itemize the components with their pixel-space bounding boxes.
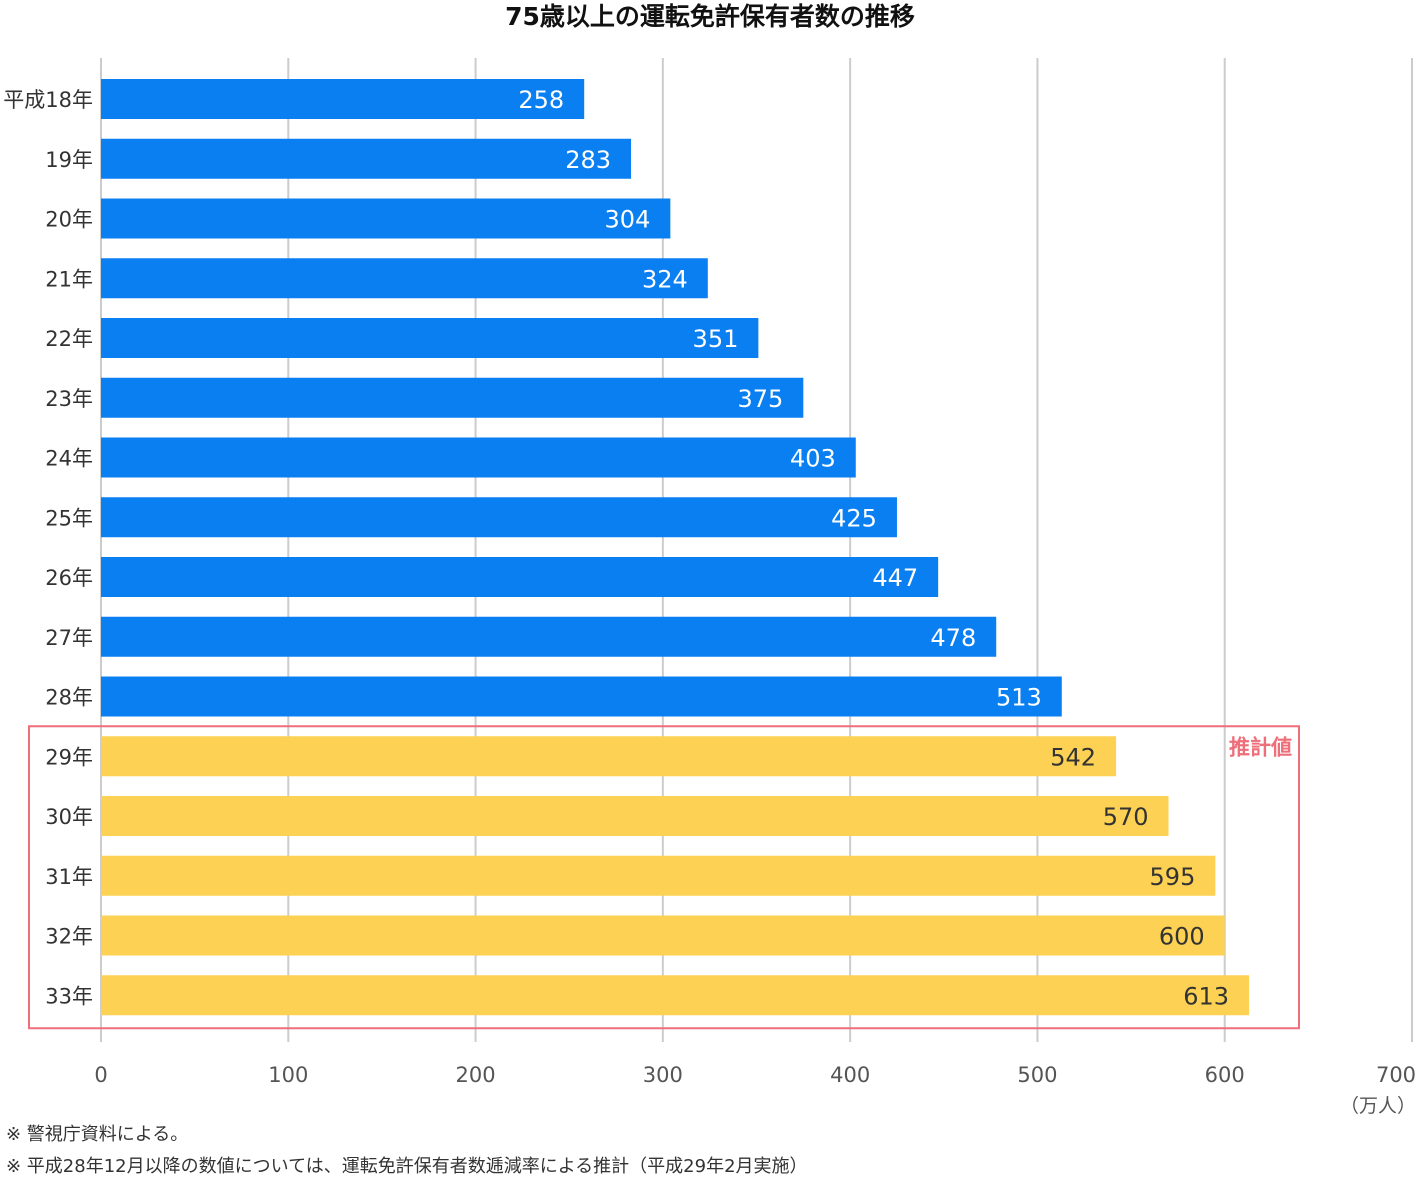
bar-estimate xyxy=(101,855,1216,896)
chart-title: 75歳以上の運転免許保有者数の推移 xyxy=(505,2,915,31)
category-label: 23年 xyxy=(45,387,93,411)
bar-value-label: 304 xyxy=(605,206,651,234)
x-tick-label: 600 xyxy=(1205,1063,1245,1087)
category-label: 20年 xyxy=(45,208,93,232)
x-tick-label: 300 xyxy=(643,1063,683,1087)
category-label: 30年 xyxy=(45,805,93,829)
category-labels: 平成18年 19年 20年 21年 22年 23年 24年 25年 26年 27年 28年 29年 30… xyxy=(3,88,93,1008)
bar-actual xyxy=(101,138,632,179)
bar-actual xyxy=(101,497,897,538)
bar-actual xyxy=(101,377,804,418)
footnote-source: ※ 警視庁資料による。 xyxy=(6,1124,189,1145)
bars: 258 283 304 324 351 375 403 425 447 478 513 542 570 5… xyxy=(101,79,1250,1016)
category-label: 24年 xyxy=(45,447,93,471)
bar-value-label: 403 xyxy=(790,445,836,473)
category-label: 22年 xyxy=(45,327,93,351)
category-label: 27年 xyxy=(45,626,93,650)
category-label: 26年 xyxy=(45,566,93,590)
bar-actual xyxy=(101,258,708,299)
bar-value-label: 283 xyxy=(565,146,611,174)
x-tick-label: 0 xyxy=(94,1063,107,1087)
bar-actual xyxy=(101,676,1062,717)
x-tick-label: 700 xyxy=(1376,1063,1416,1087)
bar-estimate xyxy=(101,736,1117,777)
x-tick-labels: 0 100 200 300 400 500 600 700 xyxy=(94,1063,1416,1087)
category-label: 21年 xyxy=(45,267,93,291)
bar-actual xyxy=(101,318,759,358)
bar-value-label: 613 xyxy=(1183,982,1229,1010)
bar-actual xyxy=(101,79,585,119)
bar-value-label: 324 xyxy=(642,265,688,293)
bar-value-label: 447 xyxy=(872,564,918,592)
bar-actual xyxy=(101,198,671,239)
estimate-box xyxy=(28,725,1300,1030)
unit-label: （万人） xyxy=(1340,1095,1416,1117)
category-label: 32年 xyxy=(45,925,93,949)
category-label: 33年 xyxy=(45,984,93,1008)
bar-value-label: 595 xyxy=(1150,863,1196,891)
bar-actual xyxy=(101,437,856,478)
x-tick-label: 400 xyxy=(830,1063,870,1087)
x-tick-label: 500 xyxy=(1017,1063,1057,1087)
bar-estimate xyxy=(101,915,1225,956)
bar-actual xyxy=(101,616,997,657)
category-label: 28年 xyxy=(45,686,93,710)
category-label: 31年 xyxy=(45,865,93,889)
bar-value-label: 258 xyxy=(518,86,564,114)
bar-value-label: 600 xyxy=(1159,923,1205,951)
x-tick-label: 200 xyxy=(456,1063,496,1087)
bar-value-label: 351 xyxy=(693,325,739,353)
footnote-estimate: ※ 平成28年12月以降の数値については、運転免許保有者数逓減率による推計（平成… xyxy=(6,1156,808,1177)
category-label: 平成18年 xyxy=(3,88,93,112)
category-label: 25年 xyxy=(45,506,93,530)
bar-value-label: 375 xyxy=(738,385,784,413)
bar-value-label: 513 xyxy=(996,684,1042,712)
bar-actual xyxy=(101,557,939,597)
category-label: 29年 xyxy=(45,745,93,769)
bar-value-label: 478 xyxy=(930,624,976,652)
estimate-label: 推計値 xyxy=(1229,735,1292,759)
bar-estimate xyxy=(101,796,1169,836)
bar-value-label: 542 xyxy=(1050,743,1096,771)
x-tick-label: 100 xyxy=(268,1063,308,1087)
category-label: 19年 xyxy=(45,148,93,172)
bar-value-label: 570 xyxy=(1103,803,1149,831)
bar-estimate xyxy=(101,975,1250,1016)
bar-value-label: 425 xyxy=(831,504,877,532)
